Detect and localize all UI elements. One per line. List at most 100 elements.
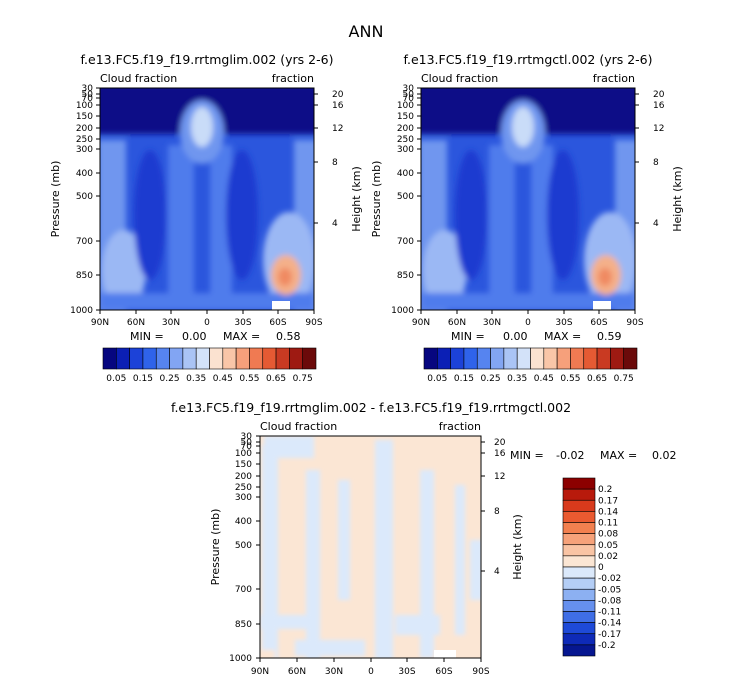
panel-2-y-axis: 30 50 70 100 150 200 250 300 400 500 700… [370, 84, 421, 316]
colorbar-swatch [562, 577, 596, 590]
panel-3: f.e13.FC5.f19_f19.rrtmglim.002 - f.e13.F… [171, 400, 677, 677]
panel-1-max-value: 0.58 [276, 330, 301, 343]
panel-3-x-axis: 90N 60N 30N 0 30S 60S 90S [251, 658, 490, 677]
colorbar-label: 0.25 [160, 374, 180, 384]
colorbar-label: 0.35 [186, 374, 206, 384]
figure-title: ANN [349, 22, 384, 41]
colorbar-swatch [562, 499, 596, 512]
panel-2-ytick-400: 400 [397, 169, 414, 179]
panel-3-xtick-90s: 90S [472, 667, 489, 677]
panel-3-xtick-0: 0 [368, 667, 374, 677]
panel-3-min-value: -0.02 [556, 449, 584, 462]
colorbar-label: 0.25 [481, 374, 501, 384]
panel-3-right-label: fraction [439, 420, 481, 433]
panel-2-ytick-850: 850 [397, 271, 414, 281]
panel-3-ytick-150: 150 [235, 460, 252, 470]
panel-2-max-value: 0.59 [597, 330, 622, 343]
panel-3-ytick-300: 300 [235, 493, 252, 503]
panel-1-xtick-60s: 60S [269, 318, 286, 328]
panel-1-rtick-8: 8 [332, 158, 338, 168]
panel-1-xtick-90s: 90S [305, 318, 322, 328]
panel-2-ytick-1000: 1000 [391, 306, 414, 316]
panel-2-left-label: Cloud fraction [421, 72, 498, 85]
colorbar-swatch [562, 588, 596, 601]
panel-2-ylabel: Pressure (mb) [370, 161, 383, 238]
panel-3-field [260, 436, 481, 658]
panel-2-xtick-60n: 60N [448, 318, 466, 328]
colorbar-swatch [570, 347, 585, 370]
colorbar-swatch [275, 347, 290, 370]
colorbar-swatch [562, 611, 596, 623]
colorbar-swatch [543, 347, 558, 370]
panel-2-xtick-30s: 30S [555, 318, 572, 328]
colorbar-swatch [556, 347, 571, 370]
colorbar-swatch [562, 488, 596, 501]
colorbar-label: 0.05 [598, 541, 618, 551]
panel-2-ytick-250: 250 [397, 135, 414, 145]
colorbar-swatch [562, 511, 596, 523]
panel-1-ytick-150: 150 [76, 112, 93, 122]
colorbar-swatch [437, 347, 451, 370]
panel-2-ytick-30: 30 [403, 84, 415, 94]
panel-1-ytick-30: 30 [82, 84, 94, 94]
colorbar-swatch [249, 347, 264, 370]
panel-2-rtick-4: 4 [653, 219, 659, 229]
panel-2-max-label: MAX = [544, 330, 581, 343]
colorbar-swatch [116, 347, 130, 370]
panel-1-rtick-4: 4 [332, 219, 338, 229]
panel-3-ylabel-right: Height (km) [511, 514, 524, 580]
colorbar-label: 0.75 [614, 374, 634, 384]
panel-1-ytick-250: 250 [76, 135, 93, 145]
colorbar-swatch [222, 347, 237, 370]
panel-3-xtick-90n: 90N [251, 667, 269, 677]
panel-3-ytick-500: 500 [235, 541, 252, 551]
colorbar-swatch [562, 633, 596, 646]
panel-2-rtick-8: 8 [653, 158, 659, 168]
colorbar-label: 0.65 [266, 374, 286, 384]
colorbar-label: 0.45 [213, 374, 233, 384]
panel-1-field [100, 88, 314, 310]
panel-2-field [421, 88, 635, 310]
colorbar-swatch [463, 347, 478, 370]
colorbar-swatch [142, 347, 157, 370]
panel-1-y-axis-right: 20 16 12 8 4 Height (km) [314, 90, 363, 232]
panel-2-ytick-200: 200 [397, 124, 414, 134]
panel-2-min-label: MIN = [451, 330, 485, 343]
colorbar-swatch [423, 347, 438, 370]
colorbar-swatch [623, 347, 638, 370]
colorbar-swatch [490, 347, 505, 370]
colorbar-swatch [530, 347, 545, 370]
panel-2-x-axis: 90N 60N 30N 0 30S 60S 90S [412, 310, 644, 328]
panel-3-ytick-700: 700 [235, 585, 252, 595]
colorbar-label: -0.02 [598, 574, 621, 584]
panel-3-y-axis-right: 20 16 12 8 4 Height (km) [481, 438, 524, 580]
panel-1-min-value: 0.00 [182, 330, 207, 343]
panel-3-rtick-8: 8 [494, 507, 500, 517]
panel-3-max-value: 0.02 [652, 449, 677, 462]
colorbar-swatch [209, 347, 224, 370]
panel-2-xtick-60s: 60S [590, 318, 607, 328]
panel-3-rtick-12: 12 [494, 472, 505, 482]
panel-3-ylabel: Pressure (mb) [209, 509, 222, 586]
colorbar-label: 0.11 [598, 519, 618, 529]
panel-3-xtick-60n: 60N [288, 667, 306, 677]
panel-3-min-label: MIN = [510, 449, 544, 462]
panel-2-minmax: MIN = 0.00 MAX = 0.59 [451, 330, 622, 343]
panel-2-xtick-90n: 90N [412, 318, 430, 328]
colorbar-label: 0.2 [598, 485, 612, 495]
colorbar-swatch [476, 347, 491, 370]
colorbar-swatch [169, 347, 184, 370]
panel-1-ytick-700: 700 [76, 237, 93, 247]
panel-1-left-label: Cloud fraction [100, 72, 177, 85]
panel-1-title: f.e13.FC5.f19_f19.rrtmglim.002 (yrs 2-6) [81, 52, 334, 67]
panel-1-rtick-12: 12 [332, 124, 343, 134]
panel-2-ytick-100: 100 [397, 101, 414, 111]
panel-1-xtick-30s: 30S [234, 318, 251, 328]
colorbar-label: 0.15 [133, 374, 153, 384]
panel-3-ytick-30: 30 [241, 432, 253, 442]
colorbar-swatch [195, 347, 210, 370]
panel-2-rtick-16: 16 [653, 101, 665, 111]
colorbar-swatch [562, 644, 596, 657]
panel-3-title: f.e13.FC5.f19_f19.rrtmglim.002 - f.e13.F… [171, 400, 571, 415]
panel-3-ytick-400: 400 [235, 517, 252, 527]
